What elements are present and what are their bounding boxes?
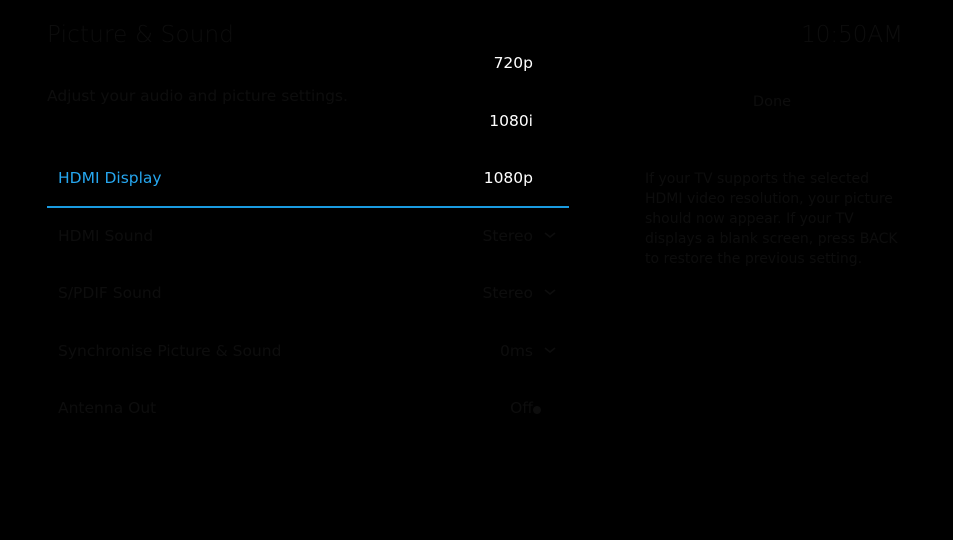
page-title: Picture & Sound <box>47 22 235 48</box>
setting-label: S/PDIF Sound <box>58 284 162 302</box>
chevron-down-icon[interactable] <box>543 286 557 298</box>
setting-label: Synchronise Picture & Sound <box>58 341 282 360</box>
chevron-down-icon[interactable] <box>543 344 557 356</box>
setting-value: Off <box>510 399 533 417</box>
setting-value: 0ms <box>499 341 533 360</box>
setting-row-spdif-sound[interactable]: S/PDIF Sound Stereo <box>47 265 569 323</box>
help-text: If your TV supports the selected HDMI vi… <box>645 171 898 267</box>
resolution-option-1080i[interactable]: 1080i <box>489 112 533 130</box>
page-subtitle: Adjust your audio and picture settings. <box>47 87 348 105</box>
resolution-option-1080p[interactable]: 1080p <box>483 169 533 187</box>
toggle-dot-icon[interactable] <box>533 406 541 414</box>
setting-value: Stereo <box>482 226 533 245</box>
setting-row-hdmi-sound[interactable]: HDMI Sound Stereo <box>47 208 569 266</box>
done-button[interactable]: Done <box>752 94 792 110</box>
settings-list: HDMI Display 1080p HDMI Sound Stereo S/P… <box>47 150 569 438</box>
setting-row-antenna-out[interactable]: Antenna Out Off <box>47 380 569 438</box>
setting-label: Antenna Out <box>58 399 157 417</box>
setting-label: HDMI Display <box>58 169 162 187</box>
setting-row-hdmi-display[interactable]: HDMI Display 1080p <box>47 150 569 208</box>
setting-row-sync-picture-sound[interactable]: Synchronise Picture & Sound 0ms <box>47 323 569 381</box>
setting-value: Stereo <box>482 284 533 302</box>
clock: 10:50AM <box>801 22 903 48</box>
resolution-option-720p[interactable]: 720p <box>493 54 533 72</box>
setting-label: HDMI Sound <box>58 226 154 245</box>
chevron-down-icon[interactable] <box>543 229 557 241</box>
